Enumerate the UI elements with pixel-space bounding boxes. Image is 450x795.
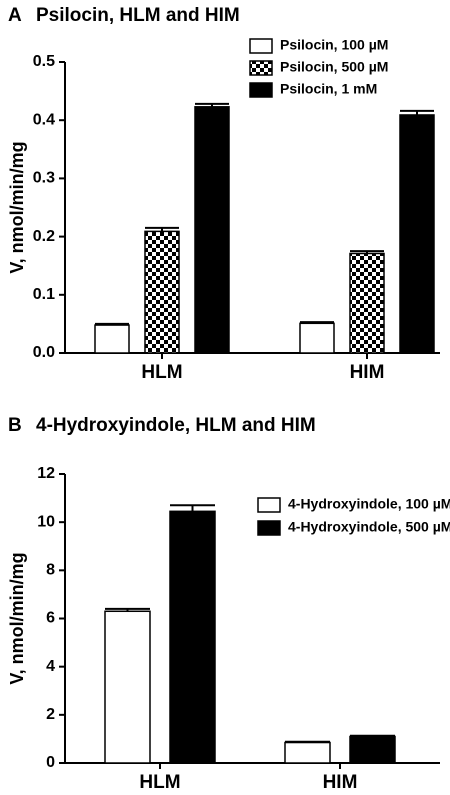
legend-label: Psilocin, 100 µM <box>280 37 388 53</box>
legend-label: 4-Hydroxyindole, 100 µM <box>288 496 450 512</box>
x-tick-label: HLM <box>139 772 180 793</box>
error-bar <box>350 250 384 254</box>
legend-swatch <box>249 60 273 76</box>
bar <box>349 252 385 354</box>
y-tick-label: 8 <box>46 562 55 579</box>
legend-label: Psilocin, 1 mM <box>280 81 377 97</box>
y-tick-label: 0.1 <box>33 286 55 303</box>
bar <box>94 324 130 354</box>
y-axis-label: V, nmol/min/mg <box>7 141 27 273</box>
y-tick-label: 0.4 <box>33 111 55 128</box>
chart-title: Psilocin, HLM and HIM <box>36 5 240 26</box>
y-axis-label: V, nmol/min/mg <box>7 552 27 684</box>
y-tick-label: 12 <box>37 465 55 482</box>
error-bar <box>300 321 334 324</box>
legend-label: Psilocin, 500 µM <box>280 59 388 75</box>
panel-label: B <box>8 415 22 436</box>
error-bar <box>195 102 229 107</box>
error-bar <box>105 607 150 612</box>
x-tick-label: HIM <box>323 772 358 793</box>
bar <box>169 510 216 764</box>
bar <box>104 610 151 764</box>
legend-swatch <box>257 497 281 513</box>
error-bar <box>400 109 434 115</box>
y-tick-label: 0 <box>46 754 55 771</box>
y-tick-label: 0.5 <box>33 53 55 70</box>
legend-swatch <box>257 520 281 536</box>
bar <box>144 230 180 354</box>
y-tick-label: 6 <box>46 610 55 627</box>
legend-swatch <box>249 82 273 98</box>
error-bar <box>170 504 215 512</box>
error-bar <box>285 740 330 743</box>
y-tick-label: 0.0 <box>33 344 55 361</box>
bar <box>349 735 396 764</box>
error-bar <box>95 322 129 326</box>
error-bar <box>350 734 395 737</box>
bar <box>299 322 335 354</box>
error-bar <box>145 226 179 232</box>
bar <box>194 106 230 354</box>
bar <box>284 741 331 764</box>
y-tick-label: 0.2 <box>33 228 55 245</box>
y-tick-label: 10 <box>37 513 55 530</box>
chart-title: 4-Hydroxyindole, HLM and HIM <box>36 415 316 436</box>
y-tick-label: 0.3 <box>33 170 55 187</box>
panel-label: A <box>8 5 22 26</box>
legend-label: 4-Hydroxyindole, 500 µM <box>288 519 450 535</box>
x-tick-label: HIM <box>350 362 385 383</box>
y-tick-label: 4 <box>46 658 55 675</box>
y-tick-label: 2 <box>46 706 55 723</box>
legend-swatch <box>249 38 273 54</box>
x-tick-label: HLM <box>141 362 182 383</box>
bar <box>399 114 435 354</box>
